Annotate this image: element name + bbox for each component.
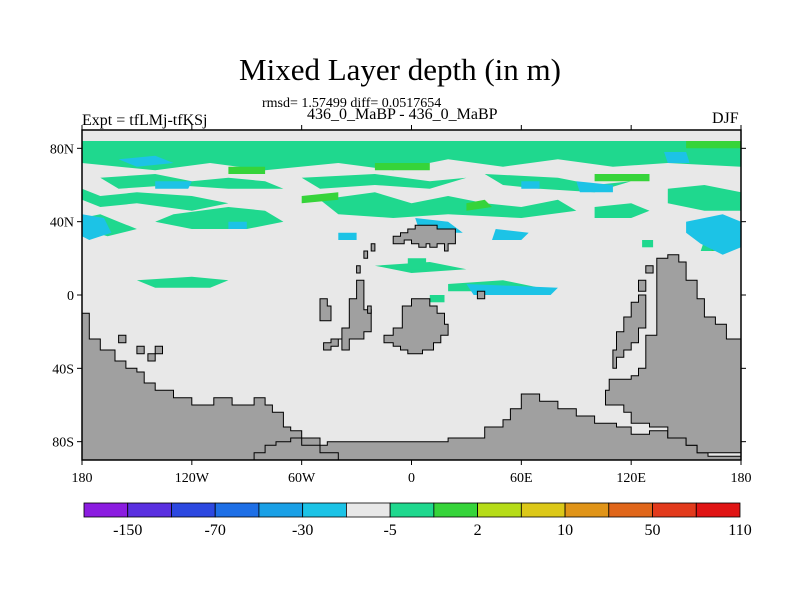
colorbar-swatch	[652, 502, 697, 518]
colorbar-label: 10	[557, 522, 573, 539]
colorbar-label: -30	[292, 522, 313, 539]
anomaly-patch-strong-positive	[374, 163, 430, 171]
colorbar-label: -150	[113, 522, 142, 539]
chart-title: Mixed Layer depth (in m)	[239, 52, 561, 87]
colorbar-swatch	[520, 502, 566, 518]
x-tick-label: 60W	[288, 471, 316, 486]
x-tick-label: 120W	[175, 471, 210, 486]
anomaly-patch-strong-positive	[466, 199, 492, 211]
land-tiny-land-e	[367, 305, 372, 314]
colorbar-swatch	[171, 502, 216, 518]
land-tiny-land-h	[363, 250, 369, 259]
land-north-land	[392, 224, 456, 252]
anomaly-band-positive	[100, 174, 284, 189]
land-tiny-land-i	[370, 243, 376, 252]
y-tick-label: 0	[67, 289, 74, 304]
colorbar-swatch	[477, 502, 522, 518]
y-tick-label: 40S	[52, 362, 74, 377]
anomaly-patch-negative	[118, 155, 174, 167]
anomaly-patch-negative	[155, 181, 192, 189]
land-arc-land-left	[612, 294, 647, 369]
land-tiny-land-c	[147, 353, 156, 362]
colorbar-label: -5	[383, 522, 396, 539]
colorbar-label: -70	[205, 522, 226, 539]
land-small-land-2	[323, 279, 372, 351]
colorbar-swatch	[258, 502, 304, 518]
x-tick-label: 0	[408, 471, 415, 486]
runs-subtitle: 436_0_MaBP - 436_0_MaBP	[307, 106, 498, 123]
colorbar-swatch	[345, 502, 391, 518]
anomaly-band-positive	[429, 295, 445, 303]
anomaly-band-positive	[301, 174, 467, 189]
anomaly-patch-negative	[466, 284, 558, 295]
colorbar-swatch	[127, 502, 172, 518]
stats-subtitle: rmsd= 1.57499 diff= 0.0517654	[262, 96, 442, 111]
land-tiny-land-d	[118, 334, 127, 344]
land-tiny-land-g	[638, 279, 647, 292]
anomaly-patch-strong-positive	[228, 166, 266, 174]
anomaly-patch-negative	[338, 232, 357, 240]
anomaly-patch-strong-positive	[686, 141, 741, 149]
colorbar-swatch	[564, 502, 610, 518]
anomaly-patch-negative	[576, 181, 613, 193]
anomaly-band-positive	[155, 207, 284, 229]
colorbar-swatch	[302, 502, 347, 518]
y-tick-label: 80S	[52, 436, 74, 451]
land-east-land-mass	[605, 254, 741, 454]
colorbar-swatch	[695, 502, 741, 518]
colorbar-swatch	[83, 502, 129, 518]
anomaly-band-positive	[594, 203, 650, 218]
colorbar-label: 110	[728, 522, 751, 539]
anomaly-band-positive	[642, 240, 654, 248]
land-tiny-land-f	[476, 290, 486, 300]
anomaly-band-positive	[667, 185, 741, 211]
map-layers	[82, 141, 741, 460]
land-tiny-land-b	[154, 345, 163, 355]
colorbar-swatch	[214, 502, 260, 518]
anomaly-band-positive	[320, 192, 577, 218]
land-africa-south	[383, 298, 449, 355]
y-tick-label: 80N	[50, 142, 74, 157]
colorbar-label: 50	[645, 522, 661, 539]
land-small-land-1	[319, 298, 332, 322]
colorbar-swatch	[433, 502, 479, 518]
colorbar-label: 2	[474, 522, 482, 539]
season-label: DJF	[712, 110, 739, 127]
land-tiny-land-j	[356, 265, 361, 274]
anomaly-patch-strong-positive	[301, 192, 339, 204]
anomaly-patch-negative	[228, 221, 247, 229]
anomaly-patch-negative	[82, 214, 112, 240]
land-tiny-land-k	[645, 265, 654, 274]
colorbar-swatch	[608, 502, 653, 518]
colorbar-swatch	[389, 502, 435, 518]
anomaly-patch-negative	[686, 214, 741, 255]
anomaly-band-positive	[82, 188, 229, 211]
experiment-label: Expt = tfLMj-tfKSj	[82, 112, 208, 129]
anomaly-patch-strong-positive	[594, 174, 650, 182]
anomaly-band-positive	[82, 141, 741, 171]
land-south-america	[253, 437, 339, 460]
x-tick-label: 60E	[510, 471, 533, 486]
anomaly-band-positive	[136, 276, 229, 288]
x-tick-label: 120E	[616, 471, 646, 486]
anomaly-patch-negative	[521, 181, 540, 189]
y-tick-label: 40N	[50, 216, 74, 231]
x-tick-label: 180	[72, 471, 93, 486]
land-tiny-land-a	[136, 345, 145, 355]
anomaly-patch-negative	[664, 152, 690, 163]
anomaly-band-positive	[407, 258, 427, 270]
anomaly-patch-negative	[492, 229, 529, 240]
x-tick-label: 180	[731, 471, 752, 486]
